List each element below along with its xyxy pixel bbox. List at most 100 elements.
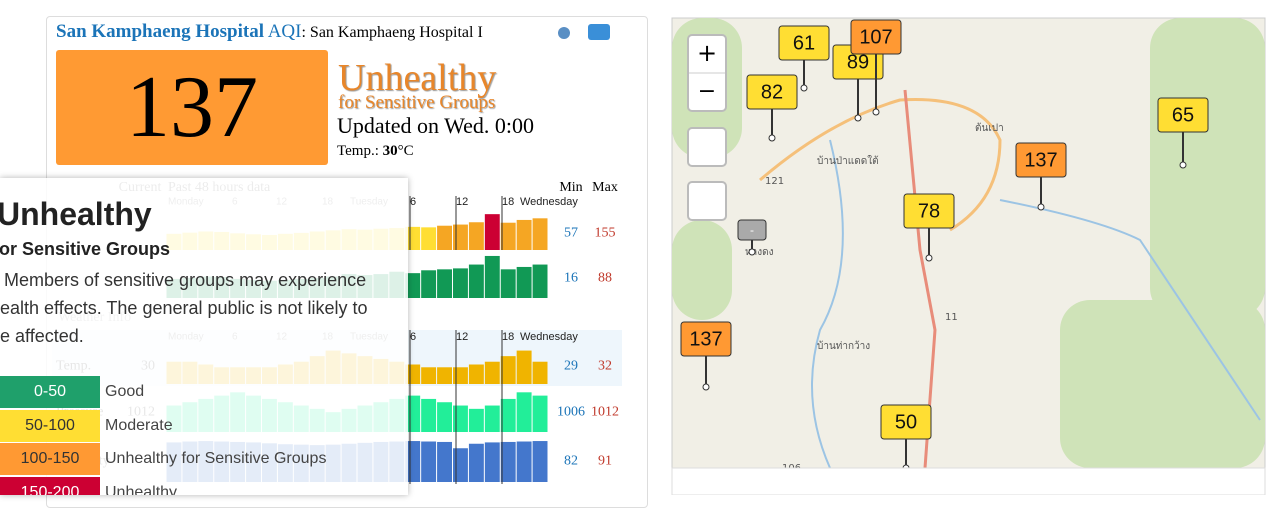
marker-value: 82 xyxy=(761,81,783,103)
marker-dot xyxy=(854,114,862,122)
marker-value: 89 xyxy=(847,51,869,73)
bar xyxy=(453,268,468,298)
bar xyxy=(453,224,468,250)
bar xyxy=(484,442,500,482)
bar xyxy=(500,356,516,384)
location: : San Kamphaeng Hospital I xyxy=(301,24,483,41)
axis-label: 12 xyxy=(456,331,468,343)
compare-icon xyxy=(588,24,610,40)
map-marker[interactable]: 61 xyxy=(778,25,830,92)
bar xyxy=(437,269,452,298)
map-marker[interactable]: - xyxy=(737,219,767,256)
forest xyxy=(1060,300,1265,468)
bar xyxy=(516,392,532,432)
temp: Temp.: 30°C xyxy=(337,143,414,160)
marker-dot xyxy=(702,383,710,391)
map-footer xyxy=(671,467,1266,495)
marker-box xyxy=(680,321,732,357)
marker-value: 65 xyxy=(1172,104,1194,126)
aqi-box: 137 xyxy=(56,50,328,165)
map: ต้นเปาบ้านป่าแดดใต้12111106บ้านท่ากว้างห… xyxy=(671,17,1266,474)
legend-label: Moderate xyxy=(105,416,173,434)
min-value: 16 xyxy=(564,271,578,286)
title: San Kamphaeng Hospital AQI: San Kamphaen… xyxy=(56,21,522,43)
bar xyxy=(484,255,500,298)
max-value: 91 xyxy=(598,454,612,469)
map-marker[interactable]: 65 xyxy=(1157,97,1209,169)
min-value: 82 xyxy=(564,454,578,469)
marker-dot xyxy=(1179,161,1187,169)
marker-dot xyxy=(1037,203,1045,211)
bar xyxy=(500,398,516,432)
bar xyxy=(484,214,500,250)
overlay-text: Members of sensitive groups may experien… xyxy=(0,270,368,346)
overlay-title: Unhealthy xyxy=(0,196,152,232)
temp-unit: °C xyxy=(397,143,414,159)
map-marker[interactable]: 137 xyxy=(680,321,732,391)
legend-range: 0-50 xyxy=(0,376,100,408)
bar xyxy=(421,398,437,432)
map-label: 11 xyxy=(945,312,958,323)
map-button[interactable] xyxy=(687,181,727,221)
map-marker[interactable]: 78 xyxy=(903,193,955,262)
bar xyxy=(421,441,437,482)
legend-label: Good xyxy=(105,383,145,400)
bar xyxy=(421,227,437,250)
map-marker[interactable]: 82 xyxy=(746,74,798,142)
bar xyxy=(453,448,468,482)
marker-dot xyxy=(925,254,933,262)
bar xyxy=(500,441,516,482)
bar xyxy=(532,264,548,298)
bar xyxy=(468,264,484,298)
bar xyxy=(516,441,532,482)
legend-label: Unhealthy xyxy=(105,483,178,496)
marker-box xyxy=(737,219,767,241)
map-marker[interactable]: 137 xyxy=(1015,142,1067,211)
legend-range: 50-100 xyxy=(0,409,100,442)
bar xyxy=(453,405,468,432)
legend-range: 150-200 xyxy=(0,476,100,495)
map-button[interactable] xyxy=(687,127,727,167)
bar xyxy=(437,367,452,384)
station[interactable]: San Kamphaeng Hospital xyxy=(56,21,264,42)
bar xyxy=(532,361,548,384)
min-value: 29 xyxy=(564,359,578,374)
marker-value: 78 xyxy=(918,200,940,222)
overlay-subtitle: for Sensitive Groups xyxy=(0,239,171,259)
river xyxy=(999,199,1261,421)
marker-value: 61 xyxy=(793,32,815,54)
bar xyxy=(437,225,452,250)
marker-box xyxy=(850,19,902,55)
marker-box xyxy=(1157,97,1209,133)
min-label: Min xyxy=(559,180,582,195)
bar xyxy=(437,402,452,432)
bar xyxy=(468,222,484,250)
bar xyxy=(405,395,421,432)
map-label: ต้นเปา xyxy=(975,122,1004,134)
index: AQI xyxy=(267,21,302,42)
marker-box xyxy=(903,193,955,229)
max-value: 88 xyxy=(598,271,612,286)
bar xyxy=(468,364,484,384)
map-marker[interactable]: 107 xyxy=(850,19,902,116)
legend-label: Unhealthy for Sensitive Groups xyxy=(105,450,327,467)
marker-value: - xyxy=(750,223,754,237)
axis-label: 6 xyxy=(410,331,416,343)
bar xyxy=(532,218,548,250)
zoom-in[interactable]: + xyxy=(697,39,717,67)
map-marker[interactable]: 50 xyxy=(880,404,932,472)
zoom-out[interactable]: − xyxy=(698,79,716,104)
map-label: 121 xyxy=(765,176,784,187)
marker-dot xyxy=(768,134,776,142)
forest xyxy=(1150,18,1265,318)
page: CurrentPast 48 hours dataMinMaxWeather I… xyxy=(0,16,1266,508)
bar xyxy=(421,270,437,298)
bar xyxy=(500,269,516,298)
forest xyxy=(672,220,732,320)
share-icon xyxy=(558,27,570,39)
bar xyxy=(516,350,532,384)
axis-label: 6 xyxy=(410,196,416,208)
legend-range: 100-150 xyxy=(0,443,100,475)
min-value: 57 xyxy=(564,226,578,241)
marker-value: 107 xyxy=(859,26,892,48)
